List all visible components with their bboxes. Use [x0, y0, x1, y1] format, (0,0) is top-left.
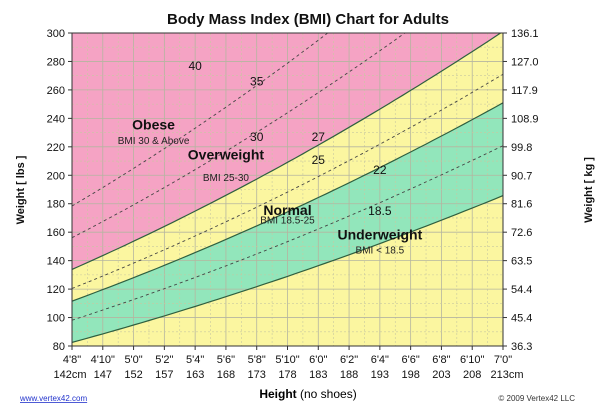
bmi-line-label: 22	[373, 163, 387, 177]
zone-underweight	[72, 195, 503, 346]
zone-label-overweight: Overweight	[188, 147, 265, 163]
y-tick-label: 300	[47, 28, 65, 40]
x-tick-label-ft: 6'0"	[309, 354, 327, 366]
y2-tick-label: 45.4	[511, 313, 532, 325]
y-tick-label: 180	[47, 199, 65, 211]
x-tick-label-cm: 178	[278, 369, 296, 381]
x-tick-label-cm: 157	[155, 369, 173, 381]
x-tick-label-cm: 147	[94, 369, 112, 381]
x-tick-label-cm: 198	[401, 369, 419, 381]
copyright: © 2009 Vertex42 LLC	[498, 394, 575, 403]
zone-range-obese: BMI 30 & Above	[118, 136, 190, 147]
bmi-line-label: 30	[250, 130, 264, 144]
chart-title: Body Mass Index (BMI) Chart for Adults	[167, 11, 449, 28]
x-tick-label-cm: 203	[432, 369, 450, 381]
x-tick-label-ft: 5'10"	[275, 354, 299, 366]
bmi-line-18.5	[72, 195, 503, 343]
x-axis-label: Height (no shoes)	[259, 387, 356, 401]
y2-axis-label: Weight [ kg ]	[583, 157, 595, 223]
bmi-dashed-line-27	[72, 73, 503, 289]
bmi-line-label: 18.5	[368, 204, 392, 218]
x-tick-label-cm: 152	[124, 369, 142, 381]
y2-tick-label: 81.6	[511, 199, 532, 211]
x-tick-label-cm: 213cm	[490, 369, 523, 381]
zone-label-underweight: Underweight	[337, 226, 422, 242]
x-tick-label-ft: 7'0"	[494, 354, 512, 366]
x-tick-label-cm: 183	[309, 369, 327, 381]
x-tick-label-ft: 5'6"	[217, 354, 235, 366]
x-tick-label-cm: 163	[186, 369, 204, 381]
x-axis-label-rest: (no shoes)	[297, 387, 357, 401]
zone-range-overweight: BMI 25-30	[203, 173, 250, 184]
x-tick-label-ft: 6'2"	[340, 354, 358, 366]
y-axis-label: Weight [ lbs ]	[15, 155, 27, 224]
x-tick-label-ft: 5'8"	[248, 354, 266, 366]
x-tick-label-ft: 6'10"	[460, 354, 484, 366]
bmi-line-label: 27	[312, 130, 326, 144]
x-tick-label-ft: 5'0"	[124, 354, 142, 366]
y2-tick-label: 136.1	[511, 28, 539, 40]
y2-tick-label: 36.3	[511, 341, 532, 353]
x-axis-label-bold: Height	[259, 387, 296, 401]
y2-tick-label: 72.6	[511, 227, 532, 239]
y-tick-label: 260	[47, 85, 65, 97]
zone-range-underweight: BMI < 18.5	[356, 246, 405, 257]
bmi-line-label: 40	[188, 59, 202, 73]
zone-label-obese: Obese	[132, 117, 175, 133]
x-tick-label-ft: 4'10"	[91, 354, 115, 366]
bmi-line-30	[72, 33, 502, 270]
bmi-line-label: 25	[312, 153, 326, 167]
y-tick-label: 120	[47, 284, 65, 296]
y2-tick-label: 90.7	[511, 170, 532, 182]
y-tick-label: 280	[47, 56, 65, 68]
y2-tick-label: 99.8	[511, 142, 532, 154]
y2-tick-label: 127.0	[511, 56, 539, 68]
y2-tick-label: 117.9	[511, 85, 538, 97]
bmi-dashed-line-22	[72, 145, 503, 321]
plot-area: 80 36.3 100 45.4 120 54.4 140 63.5 160 72.6 180 81.…	[47, 28, 539, 381]
y2-tick-label: 63.5	[511, 256, 532, 268]
zone-range-normal: BMI 18.5-25	[260, 216, 315, 227]
x-tick-label-cm: 188	[340, 369, 358, 381]
y2-tick-label: 108.9	[511, 113, 539, 125]
x-tick-label-ft: 6'6"	[402, 354, 420, 366]
x-tick-label-ft: 4'8"	[63, 354, 81, 366]
y-tick-label: 160	[47, 227, 65, 239]
x-tick-label-cm: 208	[463, 369, 481, 381]
x-tick-label-cm: 193	[371, 369, 389, 381]
y-tick-label: 240	[47, 113, 65, 125]
y-tick-label: 200	[47, 170, 65, 182]
x-tick-label-cm: 142cm	[53, 369, 86, 381]
y-tick-label: 80	[53, 341, 65, 353]
x-tick-label-ft: 6'8"	[432, 354, 450, 366]
y-tick-label: 220	[47, 142, 65, 154]
y2-tick-label: 54.4	[511, 284, 532, 296]
y-tick-label: 140	[47, 256, 65, 268]
x-tick-label-cm: 168	[217, 369, 235, 381]
zone-label-normal: Normal	[263, 202, 311, 218]
bmi-line-25	[72, 102, 503, 302]
x-tick-label-ft: 5'2"	[155, 354, 173, 366]
x-tick-label-cm: 173	[248, 369, 266, 381]
x-tick-label-ft: 6'4"	[371, 354, 389, 366]
bmi-dashed-line-40	[72, 33, 329, 207]
y-tick-label: 100	[47, 313, 65, 325]
vertex42-link[interactable]: www.vertex42.com	[19, 394, 87, 403]
plot-clip-group	[72, 33, 503, 346]
bmi-line-label: 35	[250, 75, 264, 89]
x-tick-label-ft: 5'4"	[186, 354, 204, 366]
